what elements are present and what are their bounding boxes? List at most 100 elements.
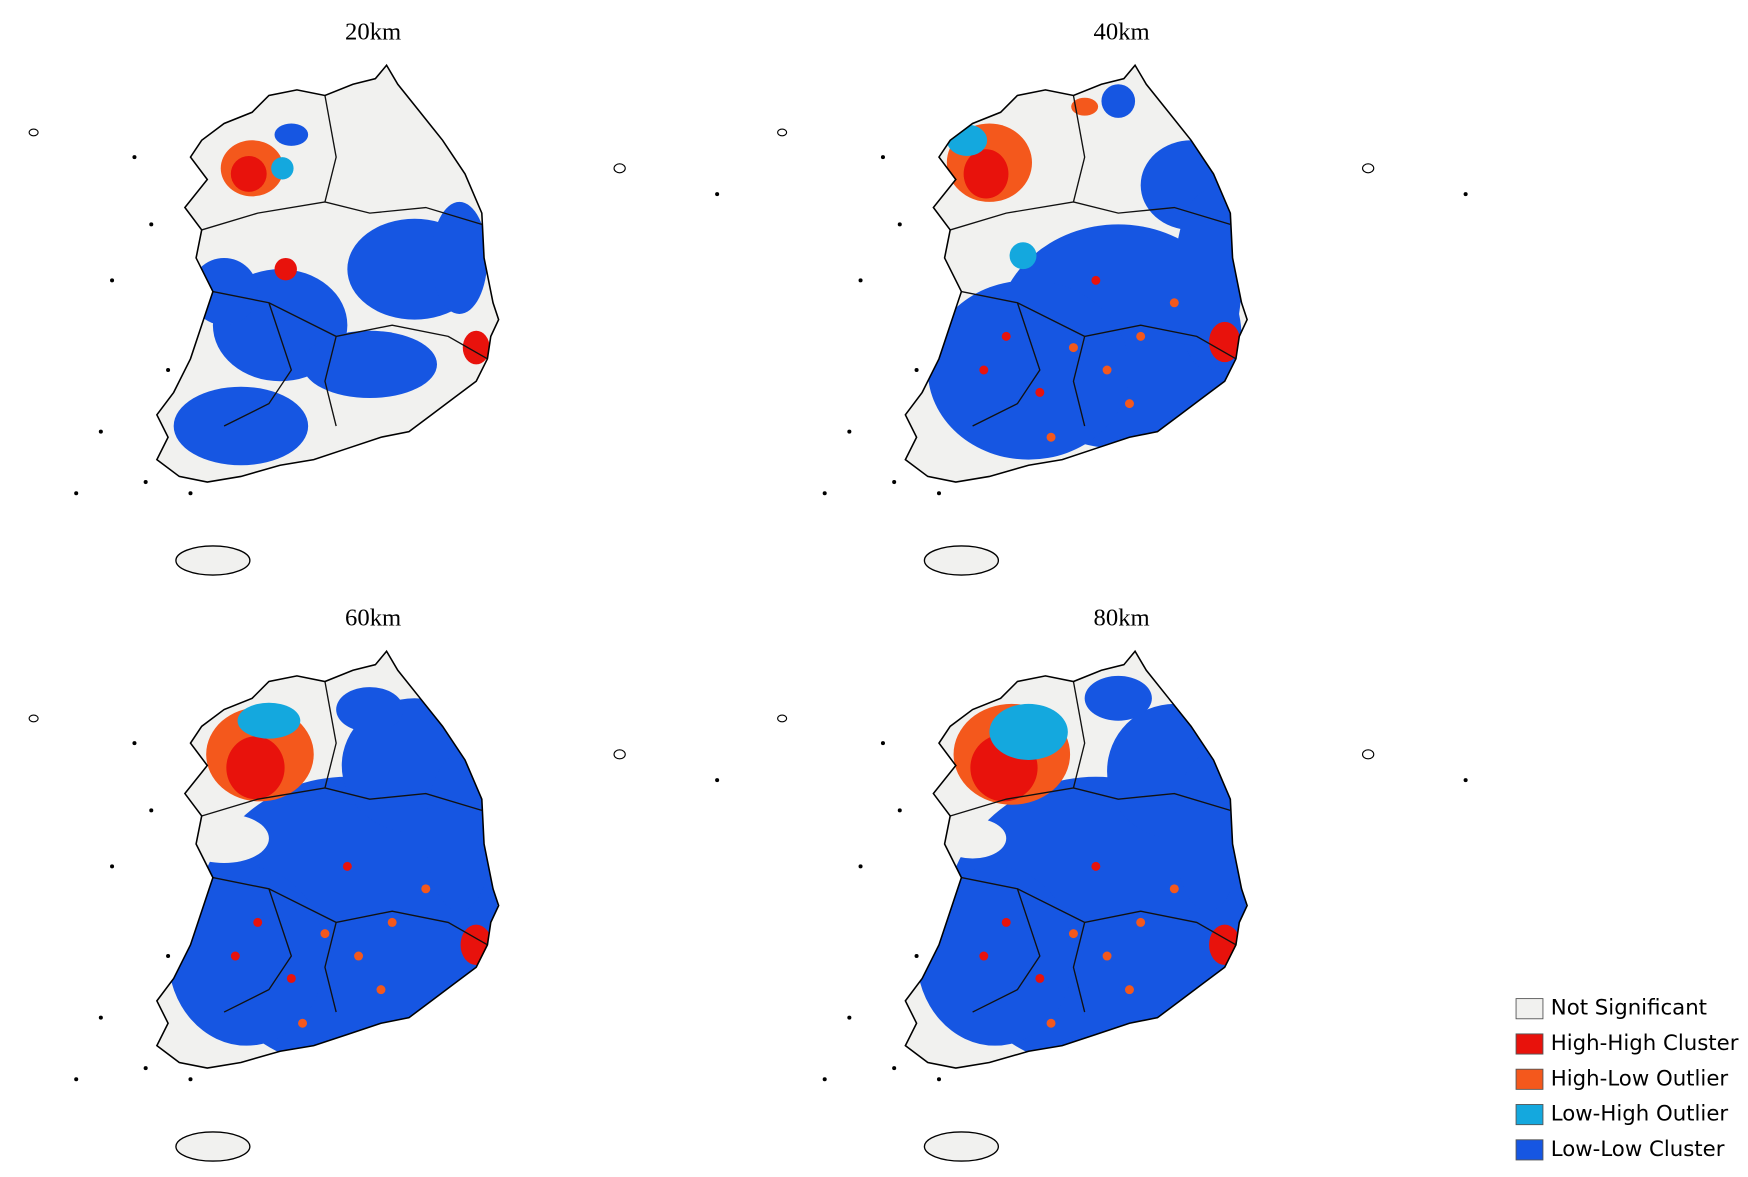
cluster-area [1174,754,1242,912]
island [28,714,39,723]
panel-title: 40km [1094,19,1150,46]
island [143,1066,148,1071]
outlier-spot [421,884,431,894]
island [166,954,171,959]
outlier-spot [1091,861,1101,871]
outlier-spot [979,951,989,961]
island [1463,778,1468,783]
outlier-spot [1102,951,1112,961]
cluster-area [336,687,404,732]
island [188,1077,193,1082]
island [149,222,154,227]
legend-label: Not Significant [1551,996,1707,1021]
island [880,741,885,746]
outlier-spot [342,861,352,871]
island [98,1015,103,1020]
outlier-spot [1169,298,1179,308]
outlier-spot [1124,985,1134,995]
outlier-spot [1046,432,1056,442]
coastline [904,649,1248,1069]
island [777,714,788,723]
panel-title: 80km [1094,605,1150,632]
outlier-spot [1035,387,1045,397]
island [822,491,827,496]
outlier-spot [1136,917,1146,927]
cluster-area [946,124,988,156]
outlier-spot [1136,331,1146,341]
cluster-area [168,866,325,1046]
cluster-area [431,201,488,314]
outlier-spot [1091,275,1101,285]
legend-label: High-Low Outlier [1551,1066,1729,1091]
island [847,1015,852,1020]
coastline [155,649,500,1069]
jeju [923,545,1000,576]
outlier-spot [1068,929,1078,939]
outlier-spot [1001,331,1011,341]
jeju [923,1131,1000,1162]
cluster-area [1209,321,1241,363]
legend-label: Low-Low Cluster [1551,1137,1725,1162]
coastline [904,63,1248,483]
cluster-area [1071,97,1099,116]
island [858,864,863,869]
cluster-area [271,157,294,180]
outlier-spot [230,951,240,961]
island [914,367,919,373]
cluster-area [237,702,301,739]
island [880,155,885,160]
outlier-spot [253,917,263,927]
outlier-spot [298,1018,308,1028]
cluster-area [425,754,494,912]
island [149,808,154,813]
outlier-spot [1068,343,1078,353]
outlier-spot [286,973,296,983]
cluster-area [179,813,269,864]
outlier-spot [1169,884,1179,894]
legend-swatch [1515,1139,1544,1161]
cluster-area [302,330,437,399]
island [132,741,137,746]
legend-swatch [1515,1104,1544,1126]
island [892,1066,897,1071]
island [98,429,103,434]
province-borders [950,681,1237,1013]
jeju [175,545,251,576]
cluster-area [274,123,309,146]
island [914,954,919,959]
cluster-area [173,386,309,466]
island [188,491,193,496]
outlier-spot [387,917,397,927]
map-panel: 80km [777,605,1468,1162]
clusters [168,687,499,1069]
island [822,1077,827,1082]
outlier-spot [354,951,364,961]
island [777,128,788,137]
island [28,128,39,137]
outlier-spot [320,929,330,939]
cluster-area [226,736,285,800]
province-borders [201,681,488,1013]
cluster-area [230,155,267,192]
legend-label: Low-High Outlier [1551,1102,1729,1127]
island [1463,192,1468,197]
island [847,429,852,434]
outlier-spot [1001,917,1011,927]
outlier-spot [1102,365,1112,375]
cluster-area [916,866,1074,1046]
map-panel: 40km [777,19,1468,576]
cluster-area [1084,675,1152,721]
cluster-area [1101,84,1136,118]
ulleung [1361,749,1375,760]
map-panel: 60km [28,605,720,1162]
cluster-area [938,818,1007,859]
island [897,222,902,227]
outlier-spot [1046,1018,1056,1028]
outlier-spot [1035,973,1045,983]
island [858,278,863,283]
province-borders [201,95,488,427]
island [936,1077,942,1082]
island [897,808,902,813]
province-borders [950,95,1237,427]
